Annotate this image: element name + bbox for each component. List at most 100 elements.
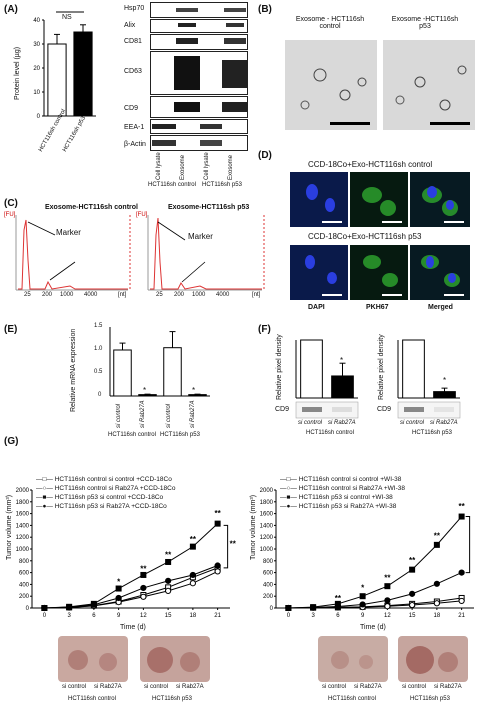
marker-label-left: Marker	[56, 228, 81, 237]
g-left-ytick-label: 0	[26, 606, 30, 612]
g-left-point	[214, 568, 221, 575]
c-xtick-4: 4000	[84, 292, 98, 298]
e-ytick-2: 0.5	[94, 369, 103, 375]
g-left-xtick-label: 15	[165, 613, 172, 619]
em-image-p53	[383, 40, 475, 130]
c-xtick-2: 200	[42, 292, 53, 298]
a-ytick-label: 10	[33, 90, 40, 96]
g-left-ytick-label: 400	[19, 582, 30, 588]
a-ytick-label: 40	[33, 18, 40, 24]
g-right-xtick-label: 9	[361, 613, 365, 619]
g-right-xtick-label: 0	[287, 613, 291, 619]
g-right-point	[458, 597, 465, 605]
g-right-point	[409, 601, 416, 609]
e-ytick-4: 1.5	[94, 323, 103, 329]
panel-f-letter: (F)	[258, 324, 271, 335]
a-ytick-label: 30	[33, 42, 40, 48]
f-xlabel-3: si control	[400, 420, 425, 426]
legend-entry: —■— HCT116sh p53 si control +CCD-18Co	[36, 494, 163, 501]
g-left-point	[165, 577, 172, 584]
blot-alix	[150, 19, 248, 33]
g-left-point	[165, 587, 172, 594]
e-group-1: HCT116sh control	[108, 432, 156, 438]
label-pkh67: PKH67	[366, 304, 389, 311]
photo-label-5: si control	[322, 684, 347, 690]
g-right-point	[384, 583, 391, 590]
pkh67-bottom	[350, 245, 408, 300]
panel-c-title-right: Exosome-HCT116sh p53	[168, 204, 250, 211]
g-right-bracket	[465, 516, 471, 574]
g-left-point	[41, 604, 48, 612]
em-image-control	[285, 40, 377, 130]
legend-label: HCT116sh control si control +CCD-18Co	[54, 476, 172, 483]
g-left-ytick-label: 1800	[16, 500, 30, 506]
photo-label-3: si control	[144, 684, 169, 690]
legend-entry: —□— HCT116sh control si control +CCD-18C…	[36, 476, 172, 483]
blot-label-cd81: CD81	[124, 38, 142, 45]
g-right-xtick-label: 3	[311, 613, 315, 619]
legend-marker: —□—	[36, 476, 55, 483]
g-left-xtick-label: 18	[190, 613, 197, 619]
legend-marker: —■—	[36, 494, 55, 501]
legend-label: HCT116sh control si Rab27A +WI-38	[298, 485, 406, 492]
blot-group-1: HCT116sh control	[148, 182, 196, 188]
g-right-point	[409, 566, 416, 573]
panel-g-xlabel-right: Time (d)	[360, 624, 386, 631]
panel-g-letter: (G)	[4, 436, 19, 447]
legend-label: HCT116sh control si control +WI-38	[298, 476, 402, 483]
merged-bottom	[410, 245, 470, 300]
panel-e-letter: (E)	[4, 324, 18, 335]
c-xunit-left: [nt]	[118, 292, 127, 298]
g-left-xtick-label: 6	[92, 613, 96, 619]
f-left-bar	[300, 339, 323, 399]
g-left-bracket-sig: **	[230, 540, 237, 549]
g-right-point	[334, 603, 341, 610]
c-xtick-8: 4000	[216, 292, 230, 298]
marker-label-right: Marker	[188, 232, 213, 241]
f-xlabel-4: si Rab27A	[430, 420, 458, 426]
g-left-point	[90, 601, 97, 608]
f-row-right: CD9	[377, 406, 392, 413]
panel-b-title-right: Exosome -HCT116sh p53	[391, 16, 459, 30]
g-right-point	[359, 601, 366, 608]
g-right-point	[433, 580, 440, 587]
g-left-xtick-label: 3	[67, 613, 71, 619]
g-right-ytick-label: 1400	[260, 523, 274, 529]
g-left-sig: *	[117, 577, 121, 586]
g-right-point	[458, 513, 465, 520]
c-xtick-6: 200	[174, 292, 185, 298]
legend-marker: —○—	[36, 485, 55, 492]
g-left-ytick-label: 800	[19, 559, 30, 565]
fu-label-right: [FU]	[136, 212, 148, 218]
g-right-point	[433, 600, 440, 607]
photo-group-4: HCT116sh p53	[410, 696, 450, 702]
panel-c-title-left: Exosome-HCT116sh control	[45, 204, 138, 211]
panel-d-letter: (D)	[258, 150, 272, 161]
blot-hsp70	[150, 2, 248, 18]
g-right-ytick-label: 1200	[260, 535, 274, 541]
g-left-point	[140, 571, 147, 578]
g-left-ytick-label: 1400	[16, 523, 30, 529]
panel-c-letter: (C)	[4, 198, 18, 209]
g-right-ytick-label: 0	[270, 606, 274, 612]
legend-entry: —○— HCT116sh control si Rab27A +WI-38	[280, 485, 405, 492]
photo-group-3: HCT116sh control	[328, 696, 376, 702]
photo-group-1: HCT116sh control	[68, 696, 116, 702]
g-left-point	[140, 593, 147, 600]
legend-entry: —■— HCT116sh p53 si control +WI-38	[280, 494, 393, 501]
blot-cd81	[150, 34, 248, 50]
legend-marker: —●—	[280, 503, 299, 510]
g-left-xtick-label: 21	[214, 613, 221, 619]
f-xlabel-2: si Rab27A	[328, 420, 356, 426]
e-star-2: *	[192, 386, 196, 395]
legend-label: HCT116sh p53 si Rab27A +WI-38	[298, 503, 397, 510]
photo-label-7: si control	[402, 684, 427, 690]
g-left-sig: **	[165, 550, 172, 559]
g-right-ytick-label: 2000	[260, 488, 274, 494]
g-left-ytick-label: 600	[19, 571, 30, 577]
c-xtick-3: 1000	[60, 292, 74, 298]
f-right-bar	[402, 339, 425, 399]
ns-label: NS	[62, 14, 72, 21]
